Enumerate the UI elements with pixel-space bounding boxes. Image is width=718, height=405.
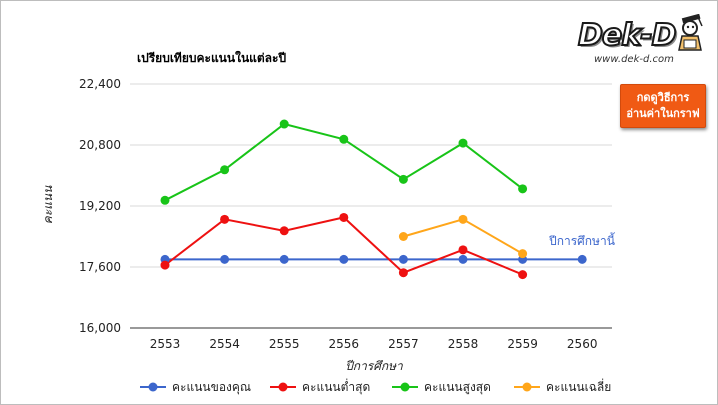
max_score-point[interactable] [220, 165, 230, 175]
min_score-point[interactable] [220, 214, 230, 224]
x-tick-label: 2554 [209, 337, 240, 351]
x-tick-label: 2559 [507, 337, 538, 351]
legend-item-min_score[interactable]: คะแนนต่ำสุด [270, 378, 370, 395]
min_score-line [164, 216, 523, 276]
button-line-1: กดดูวิธีการ [636, 91, 690, 104]
x-axis-label: ปีการศึกษา [345, 359, 404, 373]
legend-item-max_score[interactable]: คะแนนสูงสุด [392, 380, 491, 395]
avg_score-point[interactable] [518, 249, 528, 259]
x-tick-label: 2556 [329, 337, 360, 351]
logo-wordmark: Dek-D [577, 17, 678, 54]
how-to-read-graph-button[interactable]: กดดูวิธีการ อ่านค่าในกราฟ [620, 84, 706, 128]
x-tick-label: 2555 [269, 337, 300, 351]
max_score-point[interactable] [279, 119, 289, 129]
legend-swatch-point [278, 382, 288, 392]
your_score-point[interactable] [458, 254, 468, 264]
min_score-point[interactable] [398, 268, 408, 278]
y-tick-label: 20,800 [79, 138, 121, 152]
avg_score-point[interactable] [458, 214, 468, 224]
x-axis-ticks: 2553 2554 2555 2556 2557 2558 2559 2560 [150, 337, 598, 351]
your_score-point[interactable] [339, 254, 349, 264]
legend-swatch-point [522, 382, 532, 392]
max_score-point[interactable] [458, 138, 468, 148]
y-tick-label: 16,000 [79, 321, 121, 335]
student-mascot-icon [678, 14, 703, 51]
y-tick-label: 19,200 [79, 199, 121, 213]
y-tick-label: 22,400 [79, 77, 121, 91]
chart-title: เปรียบเทียบคะแนนในแต่ละปี [137, 50, 286, 65]
dek-d-logo[interactable]: Dek-D www.dek-d.com [568, 14, 708, 74]
min_score-point[interactable] [279, 226, 289, 236]
max_score-point[interactable] [339, 134, 349, 144]
max_score-point[interactable] [518, 184, 528, 194]
legend-swatch-point [400, 382, 410, 392]
your_score-point[interactable] [220, 254, 230, 264]
your_score-point[interactable] [279, 254, 289, 264]
logo-url: www.dek-d.com [594, 54, 674, 65]
x-tick-label: 2557 [388, 337, 419, 351]
y-axis-ticks: 16,000 17,600 19,200 20,800 22,400 [79, 77, 121, 335]
min_score-point[interactable] [518, 270, 528, 280]
legend-label: คะแนนของคุณ [172, 380, 251, 395]
legend-item-avg_score[interactable]: คะแนนเฉลี่ย [514, 378, 611, 394]
max_score-point[interactable] [160, 195, 170, 205]
legend-label: คะแนนเฉลี่ย [546, 378, 611, 394]
series-points [160, 119, 587, 280]
x-tick-label: 2553 [150, 337, 181, 351]
min_score-point[interactable] [458, 245, 468, 255]
x-tick-label: 2560 [567, 337, 598, 351]
legend: คะแนนของคุณ คะแนนต่ำสุด คะแนนสูงสุด คะแนนเฉ… [140, 378, 611, 395]
y-axis-label: คะแนน [41, 185, 55, 224]
min_score-point[interactable] [339, 212, 349, 222]
legend-label: คะแนนต่ำสุด [302, 378, 370, 395]
button-line-2: อ่านค่าในกราฟ [626, 107, 700, 120]
gridlines [130, 83, 612, 329]
your_score-point[interactable] [398, 254, 408, 264]
y-tick-label: 17,600 [79, 260, 121, 274]
min_score-point[interactable] [160, 260, 170, 270]
max_score-point[interactable] [398, 174, 408, 184]
x-tick-label: 2558 [448, 337, 479, 351]
avg_score-point[interactable] [398, 232, 408, 241]
this-year-annotation: ปีการศึกษานี้ [549, 232, 616, 248]
legend-swatch-point [148, 382, 158, 392]
your_score-point[interactable] [577, 254, 587, 264]
legend-item-your_score[interactable]: คะแนนของคุณ [140, 380, 251, 395]
legend-label: คะแนนสูงสุด [424, 380, 491, 395]
